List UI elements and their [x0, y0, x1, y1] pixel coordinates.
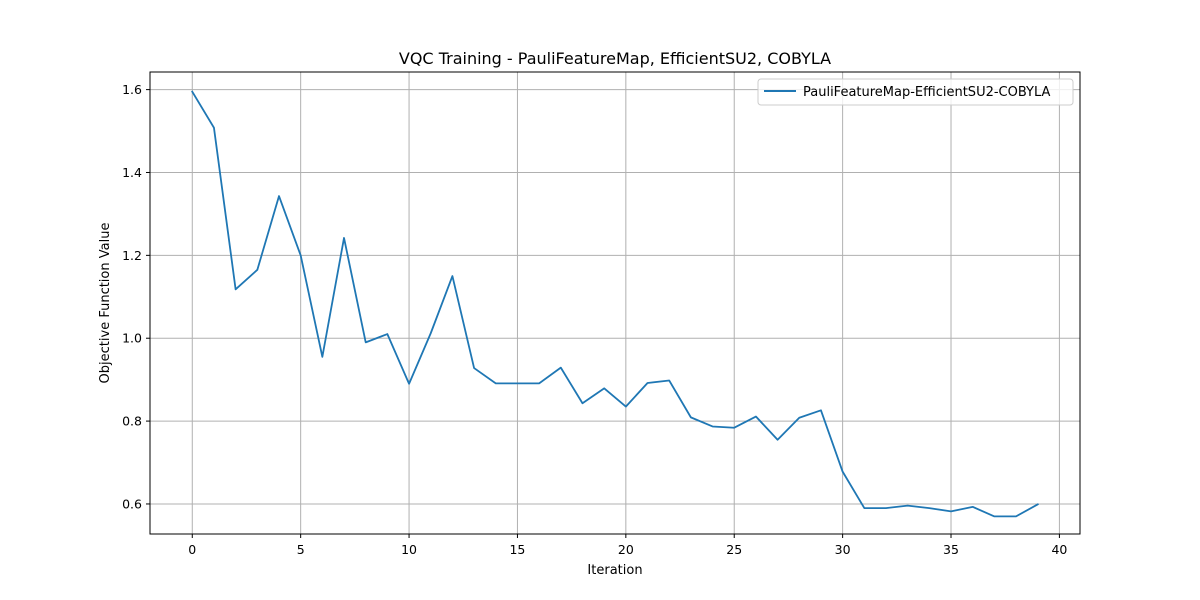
x-tick-label: 40 — [1051, 542, 1067, 557]
series-line — [191, 90, 1039, 518]
y-tick-label: 1.4 — [122, 165, 142, 180]
series-layer — [191, 90, 1039, 518]
chart-title: VQC Training - PauliFeatureMap, Efficien… — [399, 49, 831, 68]
x-tick-label: 0 — [188, 542, 196, 557]
x-tick-label: 5 — [297, 542, 305, 557]
legend-label: PauliFeatureMap-EfficientSU2-COBYLA — [803, 85, 1051, 100]
y-axis-ticks: 0.6 0.8 1.0 1.2 1.4 1.6 — [122, 82, 150, 511]
legend: PauliFeatureMap-EfficientSU2-COBYLA — [757, 78, 1074, 106]
x-axis-label: Iteration — [587, 563, 642, 578]
legend-box — [757, 78, 1074, 106]
x-tick-label: 35 — [943, 542, 959, 557]
y-axis-label: Objective Function Value — [98, 223, 113, 384]
x-tick-label: 25 — [726, 542, 742, 557]
y-tick-label: 0.8 — [122, 414, 142, 429]
y-tick-label: 0.6 — [122, 496, 142, 511]
y-tick-label: 1.2 — [122, 248, 142, 263]
x-tick-label: 20 — [618, 542, 634, 557]
grid-lines — [150, 72, 1080, 534]
y-tick-label: 1.6 — [122, 82, 142, 97]
plot-frame — [149, 71, 1081, 535]
x-tick-label: 10 — [401, 542, 417, 557]
x-tick-label: 15 — [509, 542, 525, 557]
x-tick-label: 30 — [835, 542, 851, 557]
y-tick-label: 1.0 — [122, 331, 142, 346]
x-axis-ticks: 0 5 10 15 20 25 30 35 40 — [188, 534, 1067, 557]
